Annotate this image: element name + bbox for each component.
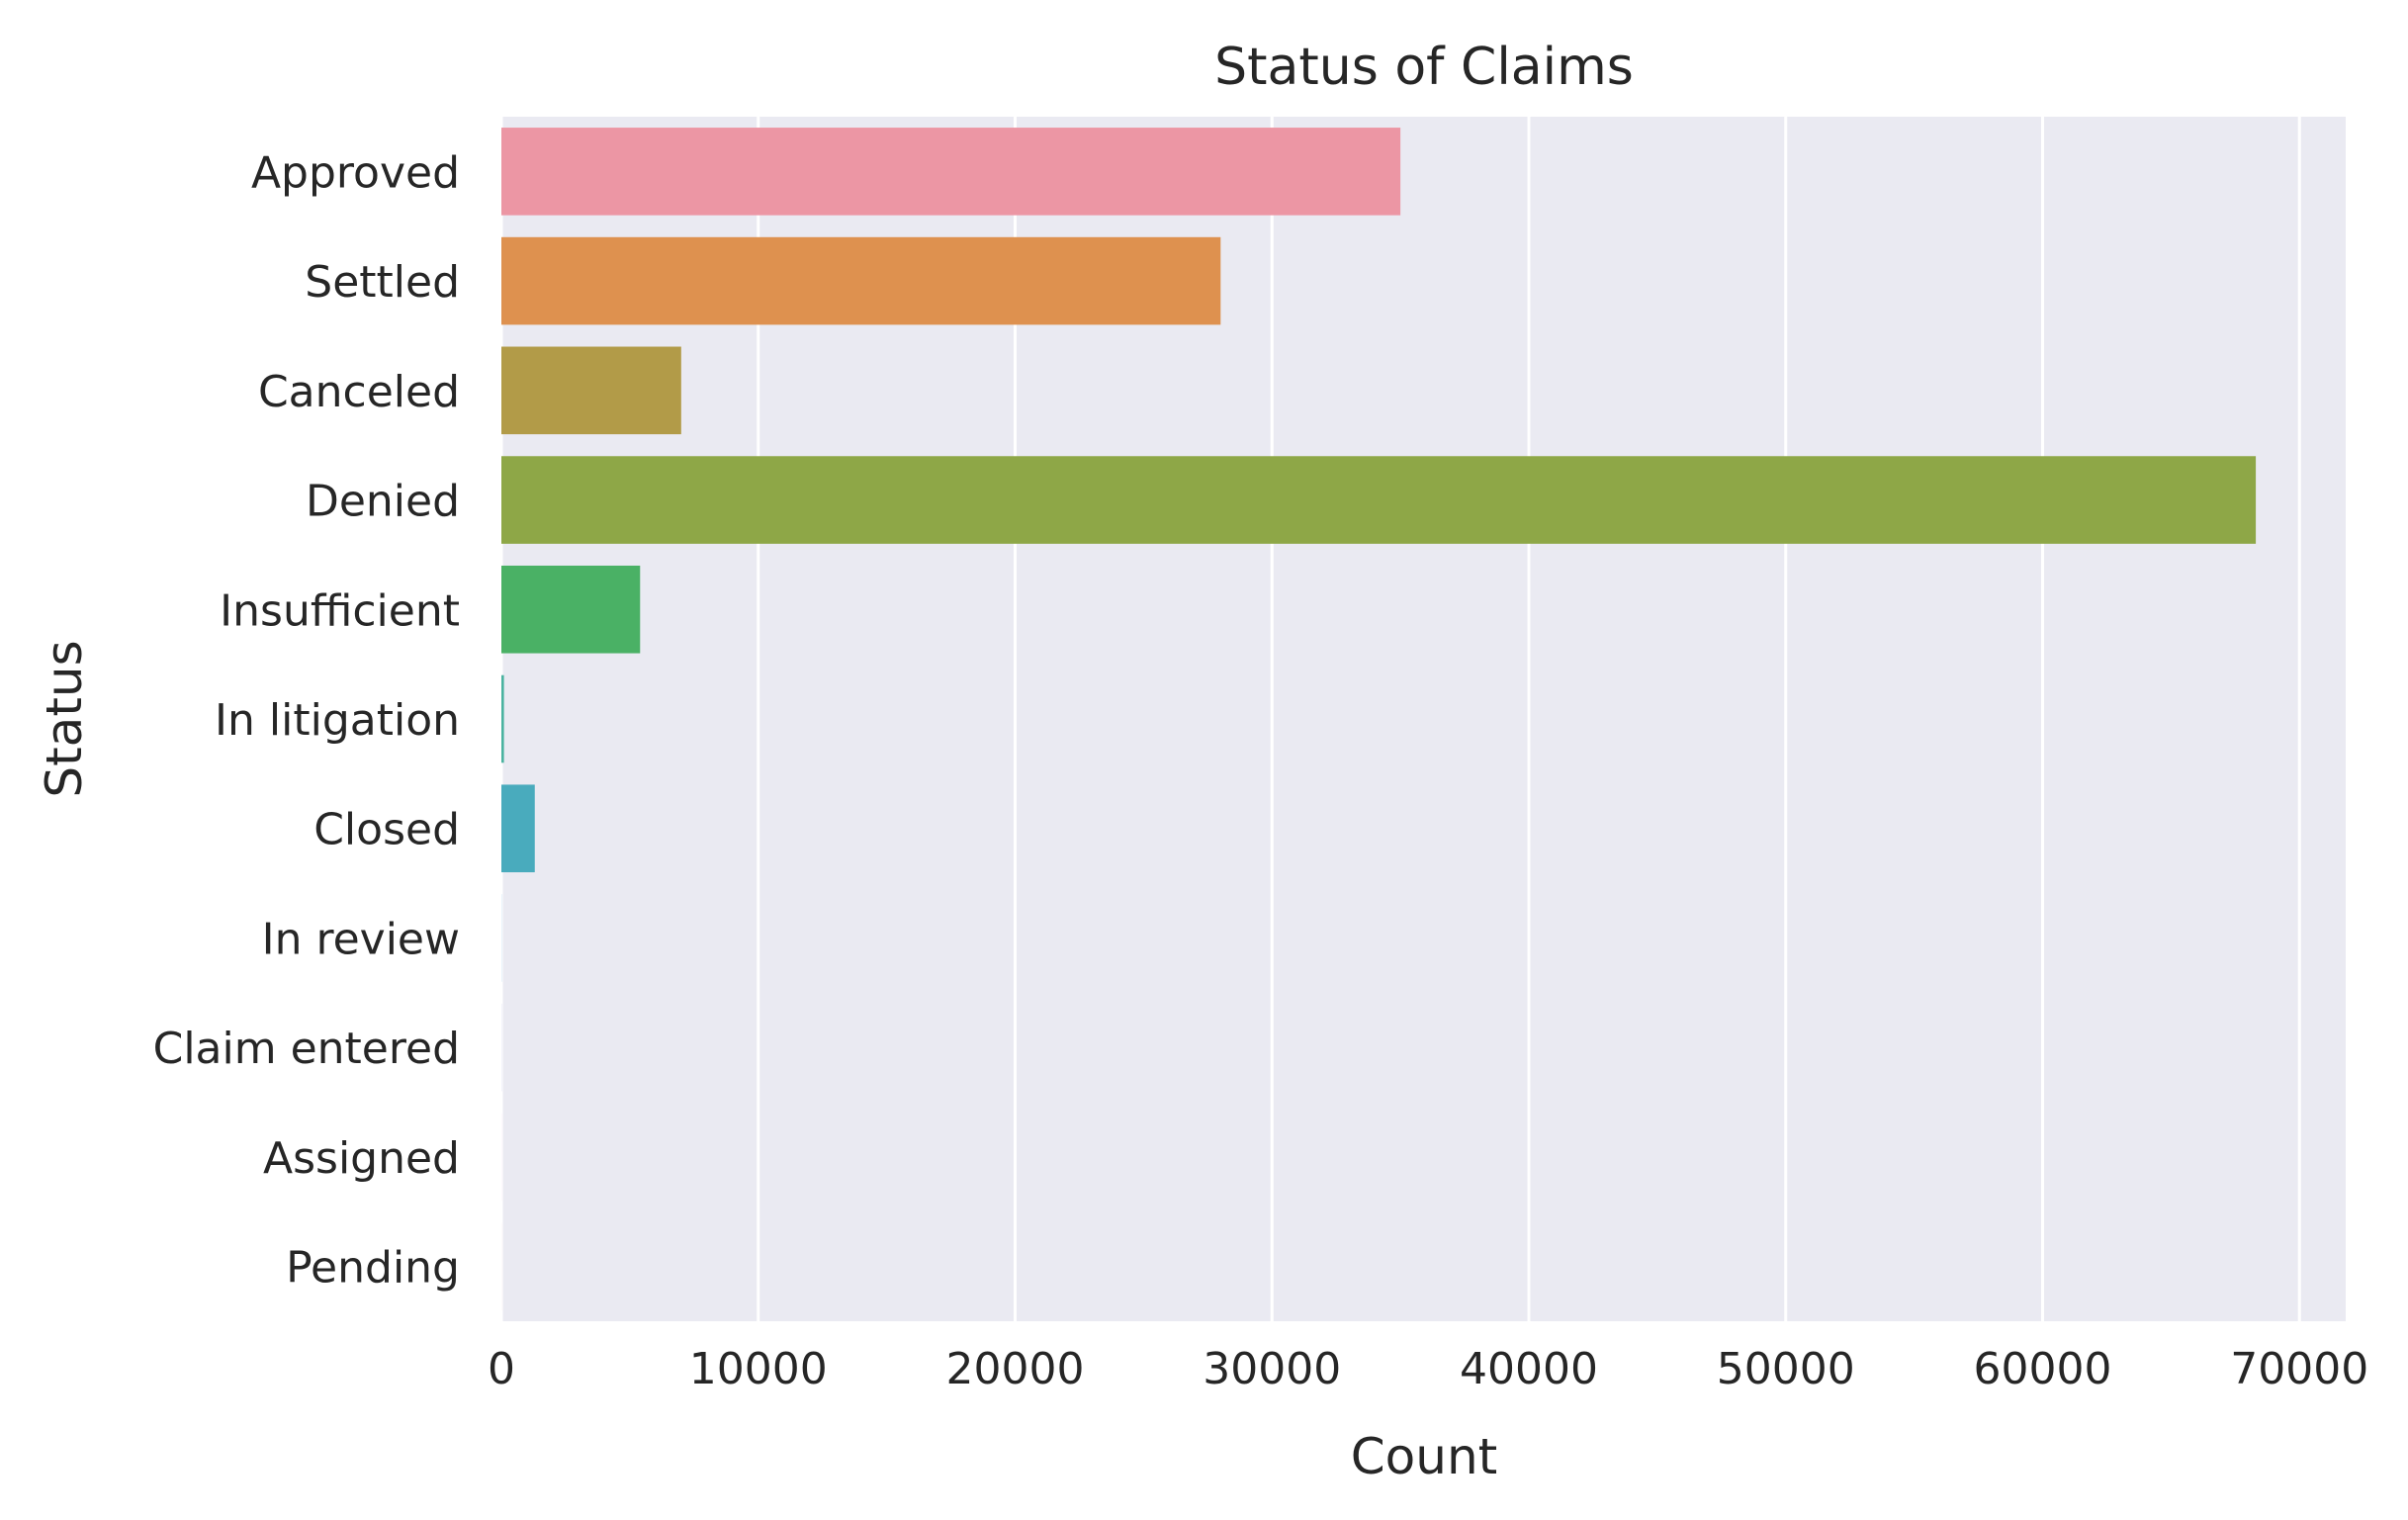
y-tick-label: Insufficient xyxy=(220,585,460,636)
bars xyxy=(501,128,2257,1310)
bar-settled xyxy=(501,236,1221,325)
x-tick-label: 0 xyxy=(488,1344,515,1394)
bar-approved xyxy=(501,128,1401,216)
y-tick-label: Claim entered xyxy=(153,1024,460,1074)
x-tick-label: 70000 xyxy=(2230,1344,2368,1394)
y-tick-label: Assigned xyxy=(263,1133,460,1184)
x-axis-title: Count xyxy=(1351,1428,1498,1485)
x-tick-label: 30000 xyxy=(1203,1344,1341,1394)
y-tick-label: In review xyxy=(262,914,460,964)
x-tick-label: 60000 xyxy=(1974,1344,2112,1394)
y-tick-label: Denied xyxy=(306,477,460,527)
y-tick-label: In litigation xyxy=(215,695,460,746)
bar-denied xyxy=(501,456,2257,544)
chart-title: Status of Claims xyxy=(1214,38,1634,97)
bar-canceled xyxy=(501,346,681,435)
bar-insufficient xyxy=(501,565,641,654)
x-tick-label: 20000 xyxy=(946,1344,1085,1394)
y-tick-label: Approved xyxy=(251,147,460,198)
x-tick-labels: 0 10000 20000 30000 40000 50000 60000 70000 xyxy=(488,1344,2368,1394)
bar-closed xyxy=(501,784,535,873)
y-tick-label: Pending xyxy=(286,1243,460,1294)
y-tick-labels: Approved Settled Canceled Denied Insufficien… xyxy=(153,147,460,1293)
x-tick-label: 50000 xyxy=(1717,1344,1855,1394)
x-tick-label: 10000 xyxy=(689,1344,828,1394)
y-tick-label: Settled xyxy=(305,257,460,308)
y-tick-label: Canceled xyxy=(258,367,460,417)
bar-in-litigation xyxy=(501,674,504,763)
x-tick-label: 40000 xyxy=(1460,1344,1598,1394)
y-tick-label: Closed xyxy=(313,805,460,855)
y-axis-title: Status xyxy=(36,640,93,797)
